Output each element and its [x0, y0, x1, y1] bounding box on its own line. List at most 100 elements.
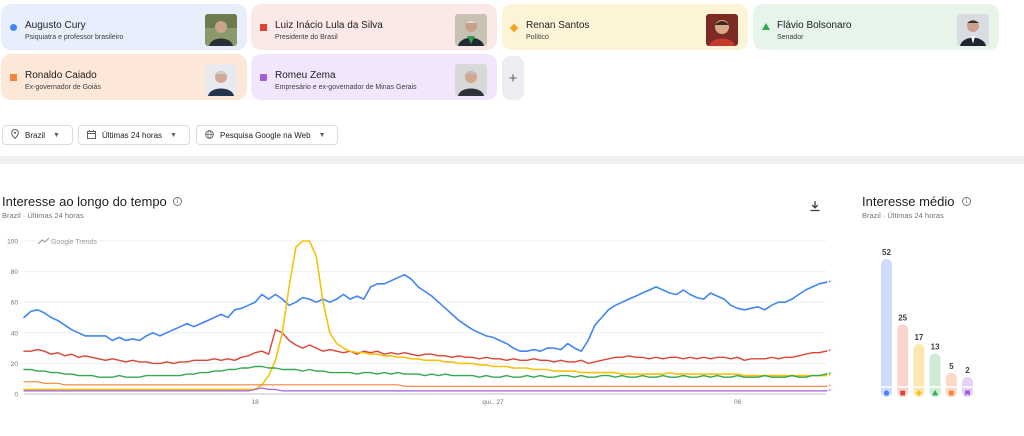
bar-value-label: 2 [965, 366, 970, 375]
series-line-1[interactable] [23, 329, 827, 365]
square-marker-icon [900, 390, 906, 396]
over-time-subtitle: Brazil · Últimas 24 horas [2, 211, 84, 220]
trend-icon [37, 237, 50, 245]
average-bar[interactable] [945, 372, 957, 397]
y-tick-label: 100 [7, 239, 18, 246]
card-name: Romeu Zema [275, 70, 336, 81]
average-bar[interactable] [897, 324, 909, 397]
compare-card-romeu-zema[interactable]: Romeu Zema Empresário e ex-governador de… [251, 54, 497, 100]
watermark-text: Google Trends [51, 239, 97, 246]
source-filter[interactable]: Pesquisa Google na Web ▼ [196, 125, 338, 145]
person-photo-icon [455, 64, 487, 96]
average-bar[interactable] [881, 259, 892, 397]
info-icon[interactable]: i [173, 197, 182, 206]
square-marker-icon [948, 390, 954, 396]
card-description: Empresário e ex-governador de Minas Gera… [275, 84, 417, 91]
person-photo-icon [706, 14, 738, 46]
diamond-marker-icon [509, 23, 519, 33]
compare-card-ronaldo-caiado[interactable]: Ronaldo Caiado Ex-governador de Goiás [1, 54, 247, 100]
series-projection-2 [825, 373, 833, 377]
add-comparison-button[interactable]: + [502, 56, 524, 100]
compare-card-lula[interactable]: Luiz Inácio Lula da Silva Presidente do … [251, 4, 497, 50]
y-axis-ticks: 0 20 40 60 80 100 [7, 239, 18, 399]
series-projection-4 [825, 384, 833, 387]
info-icon[interactable]: i [962, 197, 971, 206]
y-tick-label: 0 [14, 392, 18, 399]
chevron-down-icon: ▼ [53, 131, 60, 139]
series-projection-5 [825, 388, 833, 392]
period-label: Últimas 24 horas [102, 130, 163, 140]
chart-series [23, 240, 833, 392]
card-description: Presidente do Brasil [275, 34, 338, 41]
card-description: Senador [777, 34, 804, 41]
person-photo-icon [957, 14, 989, 46]
compare-card-flavio-bolsonaro[interactable]: Flávio Bolsonaro Senador [753, 4, 999, 50]
card-name: Luiz Inácio Lula da Silva [275, 20, 383, 31]
bar-value-label: 5 [949, 362, 954, 371]
y-tick-label: 40 [11, 330, 19, 337]
series-line-2[interactable] [23, 240, 827, 391]
series-line-0[interactable] [23, 273, 827, 352]
card-name: Flávio Bolsonaro [777, 20, 852, 31]
compare-card-renan-santos[interactable]: Renan Santos Político [502, 4, 748, 50]
person-photo-icon [205, 14, 237, 46]
triangle-marker-icon [932, 390, 939, 396]
chart-grid [24, 240, 826, 395]
card-description: Ex-governador de Goiás [25, 84, 101, 91]
y-tick-label: 80 [11, 269, 19, 276]
source-label: Pesquisa Google na Web [220, 130, 311, 140]
person-photo-icon [205, 64, 237, 96]
period-filter[interactable]: Últimas 24 horas ▼ [78, 125, 190, 145]
bar-value-label: 25 [898, 313, 907, 322]
compare-card-augusto-cury[interactable]: Augusto Cury Psiquiatra e professor bras… [1, 4, 247, 50]
circle-marker-icon [10, 24, 17, 31]
bar-value-label: 52 [882, 248, 891, 257]
card-description: Psiquiatra e professor brasileiro [25, 34, 124, 41]
card-name: Augusto Cury [25, 20, 86, 31]
calendar-icon [87, 129, 96, 141]
section-divider [0, 156, 1024, 164]
download-icon[interactable] [809, 199, 821, 212]
series-line-4[interactable] [23, 381, 827, 387]
over-time-title: Interesse ao longo do tempo [2, 194, 167, 209]
bar-value-label: 17 [914, 333, 923, 342]
location-pin-icon [11, 128, 19, 141]
x-tick-label: 06 [734, 399, 742, 406]
y-tick-label: 60 [11, 300, 19, 307]
bar-value-label: 13 [931, 343, 940, 352]
card-name: Ronaldo Caiado [25, 70, 97, 81]
series-line-3[interactable] [23, 365, 827, 378]
chevron-down-icon: ▼ [318, 131, 326, 139]
circle-marker-icon [883, 390, 890, 396]
region-filter[interactable]: Brazil ▼ [2, 125, 73, 145]
average-bar[interactable] [913, 343, 925, 397]
average-bar[interactable] [929, 353, 941, 398]
chevron-down-icon: ▼ [170, 131, 177, 139]
google-trends-watermark: Google Trends [37, 237, 97, 246]
card-name: Renan Santos [526, 20, 590, 31]
plus-icon: + [508, 69, 518, 87]
series-projection-3 [825, 371, 833, 375]
card-description: Político [526, 34, 549, 41]
bookmark-marker-icon [965, 390, 970, 396]
triangle-marker-icon [762, 23, 770, 30]
series-projection-0 [825, 280, 833, 284]
square-marker-icon [260, 24, 267, 31]
y-tick-label: 20 [11, 361, 19, 368]
series-line-5[interactable] [23, 387, 827, 392]
x-tick-label: qui., 27 [482, 399, 504, 406]
square-marker-icon [10, 74, 17, 81]
x-tick-label: 18 [251, 399, 259, 406]
diamond-marker-icon [915, 390, 922, 396]
region-label: Brazil [25, 130, 46, 140]
person-photo-icon [455, 14, 487, 46]
globe-icon [205, 129, 214, 141]
avg-interest-subtitle: Brazil · Últimas 24 horas [862, 211, 944, 220]
bookmark-marker-icon [260, 74, 267, 81]
series-projection-1 [825, 348, 833, 352]
avg-interest-title: Interesse médio [862, 194, 955, 209]
